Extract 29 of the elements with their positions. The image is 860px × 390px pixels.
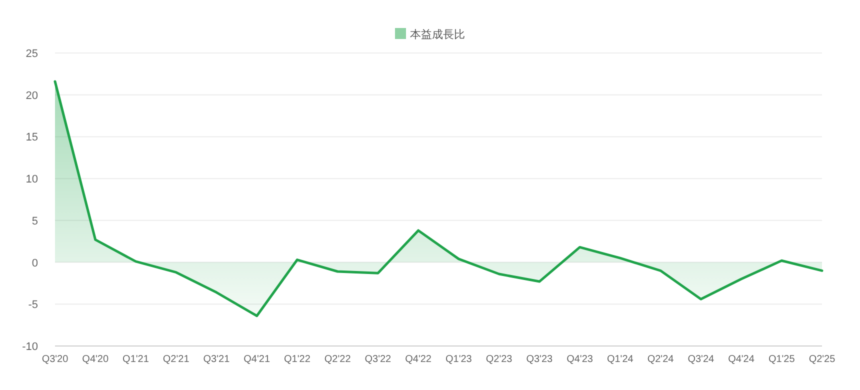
x-tick-label: Q2'22 — [324, 354, 352, 365]
x-tick-label: Q3'24 — [688, 354, 715, 365]
x-tick-label: Q3'21 — [203, 354, 230, 365]
x-tick-label: Q2'23 — [486, 354, 513, 365]
x-tick-label: Q4'23 — [566, 354, 594, 365]
y-tick-label: 10 — [26, 174, 38, 186]
x-tick-label: Q1'25 — [768, 354, 796, 365]
x-tick-label: Q1'21 — [122, 354, 150, 365]
x-tick-label: Q1'23 — [445, 354, 472, 365]
x-tick-label: Q2'25 — [808, 354, 836, 365]
y-tick-label: 25 — [26, 48, 38, 60]
y-tick-label: -5 — [28, 299, 38, 312]
x-tick-label: Q4'22 — [405, 354, 432, 365]
x-tick-label: Q2'21 — [162, 354, 190, 365]
x-tick-label: Q3'22 — [364, 354, 392, 365]
y-tick-label: -10 — [22, 341, 38, 353]
legend-label: 本益成長比 — [410, 28, 465, 41]
y-tick-label: 0 — [32, 257, 38, 270]
x-tick-label: Q3'23 — [526, 354, 554, 365]
y-tick-label: 15 — [26, 132, 38, 144]
x-tick-label: Q1'22 — [284, 354, 311, 365]
x-tick-label: Q1'24 — [606, 354, 634, 365]
x-tick-label: Q4'20 — [82, 354, 109, 365]
y-tick-label: 5 — [32, 215, 38, 228]
x-tick-label: Q4'24 — [728, 354, 755, 365]
x-tick-label: Q4'21 — [244, 354, 270, 365]
x-tick-label: Q2'24 — [647, 354, 674, 365]
y-tick-label: 20 — [26, 90, 38, 102]
x-tick-label: Q3'20 — [42, 354, 69, 365]
